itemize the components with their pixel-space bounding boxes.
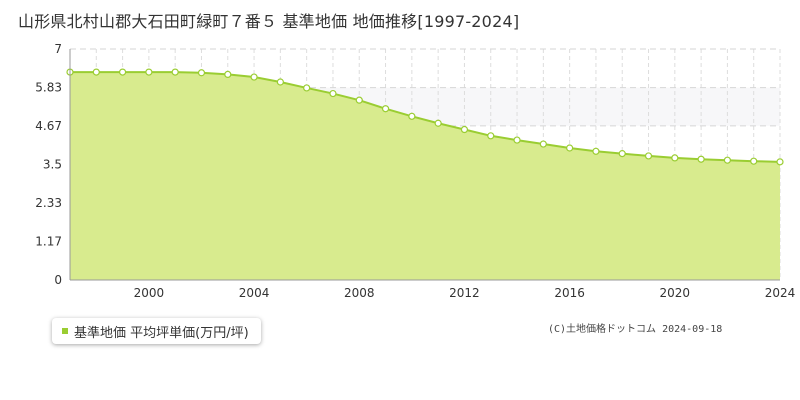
y-tick-label: 3.5 <box>43 158 62 172</box>
x-tick-label: 2012 <box>449 286 480 300</box>
data-point <box>434 119 442 127</box>
x-tick-label: 2024 <box>765 286 796 300</box>
series-line <box>70 71 781 163</box>
legend-swatch <box>62 328 68 334</box>
y-tick-label: 5.83 <box>35 81 62 95</box>
credit-text: (C)土地価格ドットコム 2024-09-18 <box>548 324 723 335</box>
data-point <box>303 84 311 92</box>
data-point <box>566 144 574 152</box>
data-point <box>697 155 705 163</box>
data-point <box>92 68 100 76</box>
data-point <box>539 140 547 148</box>
x-tick-label: 2008 <box>344 286 375 300</box>
data-point <box>381 105 390 113</box>
data-point <box>671 154 679 162</box>
data-point <box>329 89 337 98</box>
data-point <box>276 78 284 86</box>
y-tick-label: 1.17 <box>35 234 62 248</box>
data-point <box>250 73 258 81</box>
x-tick-label: 2016 <box>554 286 585 300</box>
data-point <box>750 157 758 165</box>
y-tick-label: 2.33 <box>35 196 62 210</box>
y-tick-label: 7 <box>54 42 62 56</box>
y-tick-label: 4.67 <box>35 119 62 133</box>
series-area <box>70 72 780 280</box>
data-point <box>408 112 416 120</box>
data-point <box>197 69 206 77</box>
legend: 基準地価 平均坪単価(万円/坪) <box>52 318 261 344</box>
chart-title: 山形県北村山郡大石田町緑町７番５ 基準地価 地価推移[1997-2024] <box>18 12 520 31</box>
data-point <box>145 68 153 76</box>
x-tick-label: 2004 <box>239 286 270 300</box>
data-point <box>644 152 653 160</box>
x-tick-label: 2000 <box>134 286 165 300</box>
data-point <box>460 125 469 134</box>
x-tick-label: 2020 <box>660 286 691 300</box>
data-point <box>592 147 600 155</box>
data-point <box>224 70 232 79</box>
data-point <box>355 96 363 104</box>
data-point <box>118 68 127 76</box>
data-point <box>171 68 179 76</box>
data-point <box>487 132 495 140</box>
data-point <box>513 136 521 144</box>
data-point <box>618 150 626 158</box>
data-point <box>723 156 732 164</box>
legend-label: 基準地価 平均坪単価(万円/坪) <box>74 325 249 341</box>
y-tick-label: 0 <box>54 273 62 287</box>
data-point <box>776 158 784 166</box>
